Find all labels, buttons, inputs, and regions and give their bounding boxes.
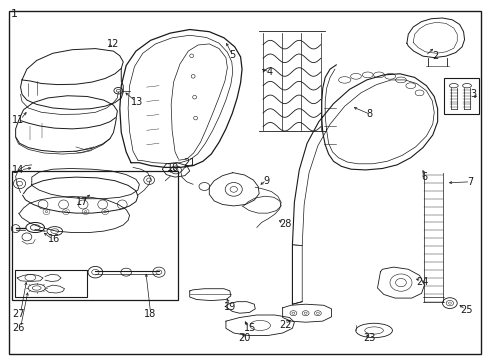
Text: 1: 1 (11, 9, 18, 19)
Text: 10: 10 (167, 163, 179, 174)
Bar (443, 78, 478, 114)
Text: 28: 28 (279, 219, 291, 229)
Text: 15: 15 (243, 323, 255, 333)
Text: 17: 17 (76, 197, 88, 207)
Text: 20: 20 (238, 333, 250, 343)
Text: 2: 2 (431, 51, 437, 61)
Text: 14: 14 (12, 165, 24, 175)
Text: 7: 7 (466, 177, 472, 187)
Bar (15, 270, 87, 297)
Bar (12, 171, 177, 300)
Text: 9: 9 (263, 176, 269, 186)
Text: 24: 24 (416, 276, 428, 287)
Text: 18: 18 (144, 309, 156, 319)
Text: 22: 22 (279, 320, 292, 330)
Text: 6: 6 (421, 172, 427, 182)
Text: 11: 11 (12, 114, 24, 125)
Text: 23: 23 (362, 333, 374, 343)
Text: 5: 5 (228, 50, 235, 60)
Text: 26: 26 (12, 323, 24, 333)
Text: 27: 27 (12, 309, 25, 319)
Text: 16: 16 (48, 234, 60, 244)
Text: 4: 4 (266, 67, 272, 77)
Text: 21: 21 (183, 158, 195, 168)
Text: 8: 8 (366, 109, 372, 120)
Text: 19: 19 (224, 302, 236, 312)
Text: 12: 12 (106, 39, 119, 49)
Text: 25: 25 (460, 305, 472, 315)
Text: 13: 13 (131, 96, 143, 107)
Text: 3: 3 (469, 89, 476, 99)
